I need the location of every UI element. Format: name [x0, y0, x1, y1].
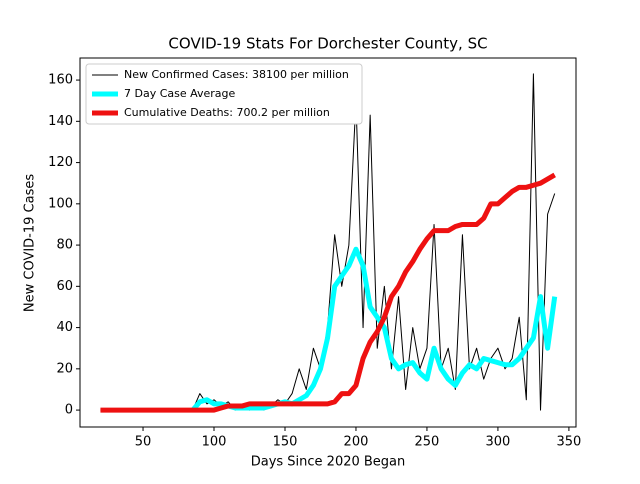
y-tick-label: 60: [56, 279, 73, 294]
legend-box: [85, 63, 363, 125]
y-tick-label: 160: [48, 73, 73, 88]
plot-frame: [79, 57, 577, 428]
y-tick-label: 20: [56, 361, 73, 376]
legend-label: 7 Day Case Average: [124, 87, 236, 100]
series-line: [190, 246, 558, 412]
y-tick-label: 0: [65, 403, 73, 418]
y-tick-label: 100: [48, 196, 73, 211]
y-tick-label: 120: [48, 155, 73, 170]
y-tick-label: 80: [56, 238, 73, 253]
legend-label: Cumulative Deaths: 700.2 per million: [124, 106, 330, 119]
x-tick-label: 200: [344, 435, 369, 450]
y-tick-label: 140: [48, 114, 73, 129]
chart-title: COVID-19 Stats For Dorchester County, SC: [168, 35, 487, 53]
x-tick-label: 350: [556, 435, 581, 450]
x-tick-label: 300: [486, 435, 511, 450]
y-tick-label: 40: [56, 320, 73, 335]
x-tick-label: 100: [202, 435, 227, 450]
y-axis-label: New COVID-19 Cases: [23, 174, 38, 312]
series-line: [100, 172, 556, 413]
x-tick-label: 250: [415, 435, 440, 450]
x-tick-label: 150: [273, 435, 298, 450]
legend-label: New Confirmed Cases: 38100 per million: [124, 68, 349, 81]
x-axis-label: Days Since 2020 Began: [251, 455, 406, 470]
x-tick-label: 50: [135, 435, 152, 450]
